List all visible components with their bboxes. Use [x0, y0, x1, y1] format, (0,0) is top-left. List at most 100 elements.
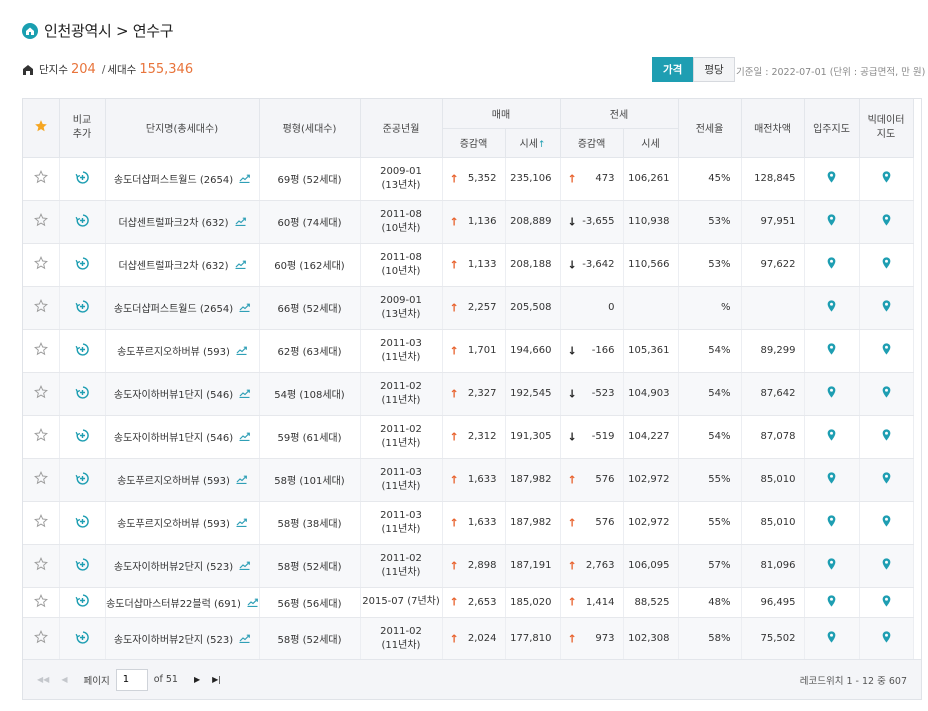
table-row[interactable]: 송도더샵퍼스트월드 (2654) 66평 (52세대) 2009-01 (13년차) ↑…: [23, 286, 914, 330]
star-outline-icon[interactable]: [33, 471, 48, 485]
complex-name-link[interactable]: 송도자이하버뷰1단지 (546): [113, 390, 234, 401]
map-pin-icon[interactable]: [827, 171, 836, 183]
map-pin-icon[interactable]: [882, 515, 891, 527]
complex-name-link[interactable]: 송도푸르지오하버뷰 (593): [117, 476, 230, 487]
table-row[interactable]: 송도자이하버뷰2단지 (523) 58평 (52세대) 2011-02 (11년차) ↑…: [23, 617, 914, 661]
trend-chart-icon[interactable]: [239, 303, 251, 312]
star-outline-icon[interactable]: [33, 256, 48, 270]
page-number-input[interactable]: [115, 668, 148, 691]
map-pin-icon[interactable]: [882, 214, 891, 226]
map-pin-icon[interactable]: [882, 631, 891, 643]
star-outline-icon[interactable]: [33, 557, 48, 571]
compare-add-icon[interactable]: [75, 471, 90, 486]
next-page-button[interactable]: ▶: [193, 675, 201, 684]
map-pin-icon[interactable]: [827, 429, 836, 441]
lease-rate-header[interactable]: 전세율: [678, 99, 742, 158]
complex-name-link[interactable]: 송도더샵퍼스트월드 (2654): [113, 304, 234, 315]
lease-change-header[interactable]: 증감액: [560, 128, 624, 158]
compare-add-icon[interactable]: [75, 514, 90, 529]
compare-add-icon[interactable]: [75, 299, 90, 314]
sale-change-header[interactable]: 증감액: [442, 128, 506, 158]
trend-chart-icon[interactable]: [236, 346, 247, 355]
trend-chart-icon[interactable]: [239, 389, 251, 398]
last-page-button[interactable]: ▶|: [212, 675, 221, 684]
table-row[interactable]: 송도푸르지오하버뷰 (593) 58평 (38세대) 2011-03 (11년차) ↑ 1…: [23, 501, 914, 545]
compare-add-icon[interactable]: [75, 170, 90, 185]
lease-price-header[interactable]: 시세: [623, 128, 679, 158]
compare-add-icon[interactable]: [75, 630, 90, 645]
map-pin-icon[interactable]: [882, 343, 891, 355]
compare-add-icon[interactable]: [75, 213, 90, 228]
size-header[interactable]: 평형(세대수): [259, 99, 361, 158]
table-row[interactable]: 더샵센트럴파크2차 (632) 60평 (74세대) 2011-08 (10년차) ↑ 1…: [23, 200, 914, 244]
map-pin-icon[interactable]: [827, 214, 836, 226]
name-header[interactable]: 단지명(총세대수): [105, 99, 260, 158]
table-row[interactable]: 송도자이하버뷰1단지 (546) 59평 (61세대) 2011-02 (11년차) ↑…: [23, 415, 914, 459]
price-toggle-button[interactable]: 가격: [652, 57, 694, 82]
complex-name-link[interactable]: 송도자이하버뷰2단지 (523): [113, 562, 234, 573]
map-pin-icon[interactable]: [827, 343, 836, 355]
trend-chart-icon[interactable]: [235, 260, 246, 269]
map-pin-icon[interactable]: [827, 472, 836, 484]
map-pin-icon[interactable]: [827, 515, 836, 527]
compare-add-icon[interactable]: [75, 593, 90, 608]
star-outline-icon[interactable]: [33, 514, 48, 528]
map-pin-icon[interactable]: [882, 472, 891, 484]
complex-name-link[interactable]: 송도자이하버뷰1단지 (546): [113, 433, 234, 444]
trend-chart-icon[interactable]: [239, 561, 251, 570]
trend-chart-icon[interactable]: [239, 432, 251, 441]
star-outline-icon[interactable]: [33, 213, 48, 227]
complex-name-link[interactable]: 더샵센트럴파크2차 (632): [118, 218, 229, 229]
complex-name-link[interactable]: 송도푸르지오하버뷰 (593): [117, 519, 230, 530]
star-outline-icon[interactable]: [33, 630, 48, 644]
compare-add-icon[interactable]: [75, 385, 90, 400]
first-page-button[interactable]: ◀◀: [37, 675, 50, 684]
map-pin-icon[interactable]: [827, 300, 836, 312]
table-row[interactable]: 송도푸르지오하버뷰 (593) 62평 (63세대) 2011-03 (11년차) ↑ 1…: [23, 329, 914, 373]
compare-add-icon[interactable]: [75, 557, 90, 572]
pyeong-toggle-button[interactable]: 평당: [693, 57, 735, 82]
trend-chart-icon[interactable]: [239, 174, 251, 183]
star-outline-icon[interactable]: [33, 428, 48, 442]
table-row[interactable]: 더샵센트럴파크2차 (632) 60평 (162세대) 2011-08 (10년차) ↑…: [23, 243, 914, 287]
table-row[interactable]: 송도더샵퍼스트월드 (2654) 69평 (52세대) 2009-01 (13년차) ↑…: [23, 157, 914, 201]
map-pin-icon[interactable]: [882, 300, 891, 312]
table-row[interactable]: 송도자이하버뷰1단지 (546) 54평 (108세대) 2011-02 (11년차)…: [23, 372, 914, 416]
trend-chart-icon[interactable]: [236, 518, 247, 527]
map-pin-icon[interactable]: [827, 558, 836, 570]
table-row[interactable]: 송도자이하버뷰2단지 (523) 58평 (52세대) 2011-02 (11년차) ↑…: [23, 544, 914, 588]
compare-add-icon[interactable]: [75, 428, 90, 443]
table-row[interactable]: 송도푸르지오하버뷰 (593) 58평 (101세대) 2011-03 (11년차) ↑…: [23, 458, 914, 502]
trend-chart-icon[interactable]: [235, 217, 246, 226]
map-pin-icon[interactable]: [882, 257, 891, 269]
completion-header[interactable]: 준공년월: [360, 99, 443, 158]
complex-name-link[interactable]: 송도더샵퍼스트월드 (2654): [113, 175, 234, 186]
star-outline-icon[interactable]: [33, 385, 48, 399]
map-pin-icon[interactable]: [827, 594, 836, 607]
sale-price-header[interactable]: 시세↑: [505, 128, 561, 158]
trend-chart-icon[interactable]: [239, 634, 251, 643]
complex-name-link[interactable]: 더샵센트럴파크2차 (632): [118, 261, 229, 272]
compare-add-icon[interactable]: [75, 342, 90, 357]
table-row[interactable]: 송도더샵마스터뷰22블럭 (691) 56평 (56세대) 2015-07 (7년차…: [23, 587, 914, 618]
map-pin-icon[interactable]: [827, 631, 836, 643]
gap-header[interactable]: 매전차액: [741, 99, 805, 158]
star-filled-icon[interactable]: [34, 119, 48, 133]
trend-chart-icon[interactable]: [236, 475, 247, 484]
star-outline-icon[interactable]: [33, 593, 48, 608]
map-pin-icon[interactable]: [827, 257, 836, 269]
map-pin-icon[interactable]: [882, 386, 891, 398]
prev-page-button[interactable]: ◀: [61, 675, 68, 684]
trend-chart-icon[interactable]: [247, 598, 258, 607]
map-pin-icon[interactable]: [882, 594, 891, 607]
star-outline-icon[interactable]: [33, 299, 48, 313]
complex-name-link[interactable]: 송도더샵마스터뷰22블럭 (691): [106, 598, 241, 610]
map-pin-icon[interactable]: [882, 429, 891, 441]
complex-name-link[interactable]: 송도푸르지오하버뷰 (593): [117, 347, 230, 358]
complex-name-link[interactable]: 송도자이하버뷰2단지 (523): [113, 635, 234, 646]
compare-add-icon[interactable]: [75, 256, 90, 271]
star-outline-icon[interactable]: [33, 342, 48, 356]
star-outline-icon[interactable]: [33, 170, 48, 184]
map-pin-icon[interactable]: [882, 558, 891, 570]
map-pin-icon[interactable]: [827, 386, 836, 398]
